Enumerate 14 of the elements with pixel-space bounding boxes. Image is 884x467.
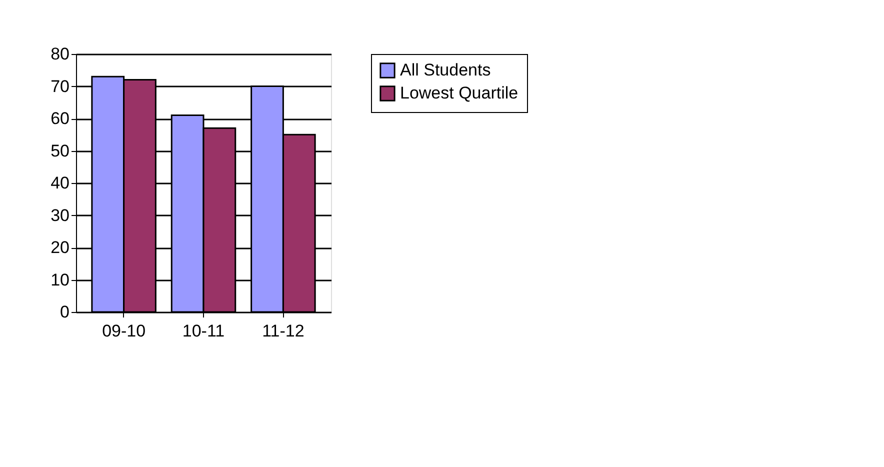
x-tick-label: 10-11 — [182, 322, 225, 340]
x-tick-label: 09-10 — [102, 322, 146, 340]
y-tick-label: 0 — [60, 302, 70, 322]
y-tick-label: 10 — [50, 270, 70, 290]
legend-label: All Students — [400, 60, 491, 80]
y-tick-label: 40 — [50, 174, 70, 192]
y-tick-label: 70 — [50, 76, 70, 96]
y-tick-label: 20 — [50, 238, 70, 257]
y-tick-label: 80 — [50, 44, 70, 64]
y-tick-label: 60 — [50, 109, 70, 128]
legend-label: Lowest Quartile — [400, 84, 518, 102]
y-tick-label: 50 — [50, 141, 70, 160]
y-tick-label: 30 — [50, 206, 70, 225]
x-tick-label: 11-12 — [262, 322, 304, 340]
